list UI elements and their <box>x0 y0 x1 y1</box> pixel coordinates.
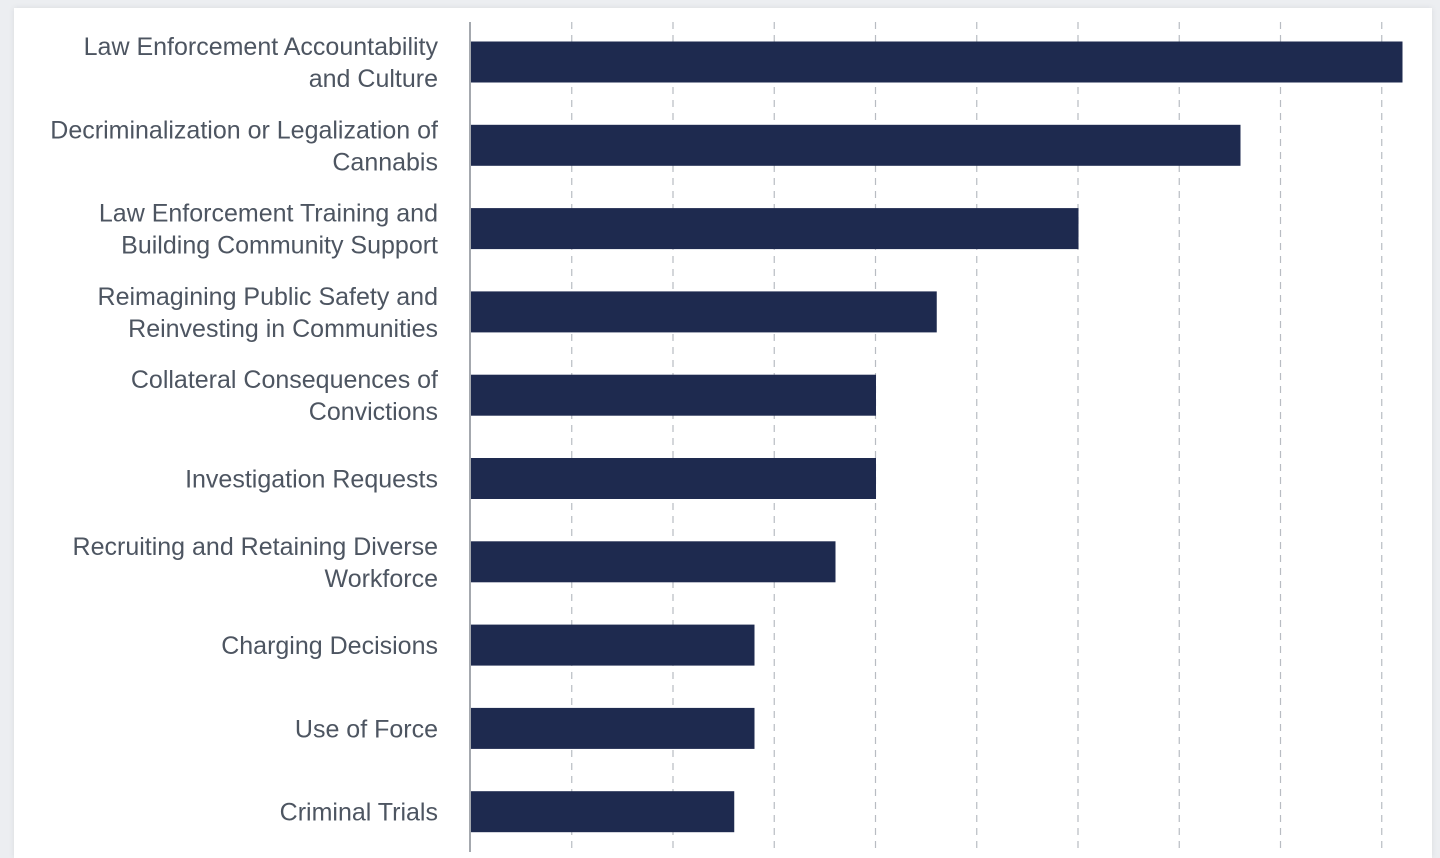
bar <box>471 41 1403 83</box>
bar <box>471 291 937 333</box>
category-label: Law Enforcement Accountability <box>84 33 439 61</box>
bar <box>471 624 755 666</box>
category-label: Use of Force <box>295 715 438 743</box>
category-label: Collateral Consequences of <box>131 366 438 394</box>
category-label: Convictions <box>309 398 438 426</box>
category-label: Decriminalization or Legalization of <box>50 116 438 144</box>
category-label: Law Enforcement Training and <box>99 200 438 228</box>
bar <box>471 374 876 416</box>
category-label: Cannabis <box>332 148 438 176</box>
bar <box>471 208 1079 250</box>
bar <box>471 707 755 749</box>
bar <box>471 791 735 833</box>
category-label: Workforce <box>325 565 438 593</box>
category-label: Reinvesting in Communities <box>128 315 438 343</box>
bar <box>471 124 1241 166</box>
category-label: and Culture <box>309 65 438 93</box>
bars-layer <box>471 41 1403 833</box>
category-label: Recruiting and Retaining Diverse <box>73 533 438 561</box>
bar <box>471 458 876 499</box>
category-label: Building Community Support <box>121 232 438 260</box>
category-label: Reimagining Public Safety and <box>98 283 438 311</box>
category-label: Criminal Trials <box>280 799 438 827</box>
category-label: Charging Decisions <box>221 632 438 660</box>
category-labels: Law Enforcement Accountability and Cultur… <box>50 33 438 827</box>
category-label: Investigation Requests <box>185 466 438 494</box>
bar <box>471 541 836 583</box>
